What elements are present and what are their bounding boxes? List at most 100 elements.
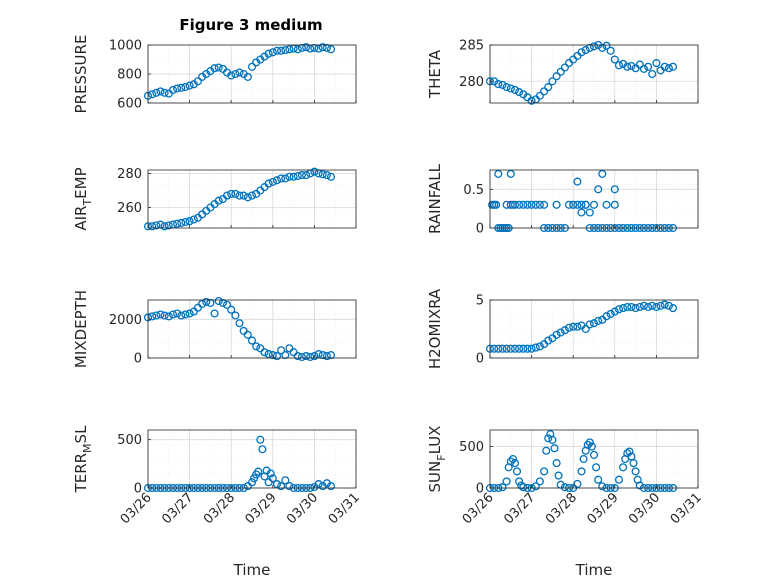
data-point — [569, 200, 578, 209]
axes-box — [147, 429, 357, 489]
subplot-h2omixra: 0 5 H2OMIXRA — [426, 288, 699, 369]
y-tick-label: 0 — [476, 222, 484, 237]
data-point — [156, 310, 165, 319]
data-point — [577, 208, 586, 217]
data-point — [644, 302, 653, 312]
data-point — [498, 80, 507, 89]
data-point — [152, 221, 161, 230]
data-point — [326, 45, 336, 54]
y-tick-label: 280 — [117, 167, 142, 182]
data-point — [506, 169, 515, 178]
data-point — [272, 176, 282, 185]
data-point — [302, 43, 311, 52]
data-point — [510, 459, 520, 468]
y-tick-label: 500 — [459, 440, 484, 455]
data-point — [585, 208, 594, 217]
y-tick-label: 0 — [476, 482, 484, 497]
data-point — [302, 171, 311, 180]
data-point — [281, 351, 290, 360]
data-point — [506, 84, 515, 93]
data-point — [214, 63, 223, 72]
data-point — [247, 191, 257, 200]
y-tick-label: 260 — [117, 201, 142, 216]
data-point — [508, 454, 517, 464]
data-point — [277, 46, 286, 55]
data-point — [258, 445, 267, 454]
y-axis-label: THETA — [426, 49, 444, 99]
data-point — [168, 85, 178, 95]
data-point — [623, 62, 632, 71]
data-point — [293, 171, 302, 181]
data-point — [506, 344, 515, 353]
data-point — [519, 200, 528, 209]
data-point — [177, 83, 186, 92]
data-point — [540, 467, 549, 476]
data-point — [297, 171, 306, 180]
data-point — [156, 87, 165, 96]
data-point — [227, 189, 236, 198]
data-point — [189, 215, 198, 224]
data-point — [548, 77, 557, 86]
data-point — [510, 200, 520, 209]
data-point — [629, 459, 638, 468]
data-point — [494, 344, 503, 353]
data-point — [506, 457, 515, 466]
data-point — [540, 87, 549, 96]
data-point — [164, 221, 173, 230]
data-point — [635, 60, 644, 69]
data-point — [531, 343, 540, 352]
data-point — [614, 61, 624, 70]
data-point — [589, 319, 599, 328]
data-point — [243, 330, 252, 339]
data-point — [594, 475, 603, 484]
data-point — [231, 69, 240, 79]
data-point — [552, 459, 561, 468]
data-point — [322, 43, 331, 52]
data-point — [502, 477, 511, 486]
data-point — [168, 310, 178, 319]
data-point — [619, 304, 628, 313]
data-point — [535, 342, 544, 351]
data-point — [314, 480, 323, 489]
data-point — [515, 200, 524, 209]
data-point — [160, 222, 169, 231]
data-point — [602, 41, 611, 50]
data-point — [560, 483, 569, 492]
data-point — [602, 312, 611, 321]
data-point — [277, 346, 286, 355]
y-tick-label: 2000 — [109, 313, 142, 328]
axes-box — [489, 169, 699, 229]
y-axis-label: PRESSURE — [72, 35, 90, 114]
data-point — [598, 169, 607, 178]
data-point — [198, 299, 207, 308]
y-tick-label: 285 — [459, 39, 484, 54]
data-point — [627, 61, 636, 71]
data-point — [573, 322, 582, 331]
data-point — [512, 467, 522, 476]
data-point — [552, 72, 561, 81]
data-point — [268, 474, 277, 483]
data-point — [564, 200, 574, 209]
subplot-theta: 280 285 THETA — [426, 39, 699, 105]
data-point — [548, 435, 557, 444]
data-point — [310, 167, 319, 176]
data-point — [490, 344, 499, 353]
data-point — [152, 311, 161, 320]
data-point — [148, 222, 157, 231]
data-point — [285, 172, 294, 181]
data-point — [664, 301, 673, 310]
data-point — [185, 217, 194, 226]
y-tick-label: 5 — [476, 294, 484, 309]
data-point — [656, 301, 665, 310]
data-point — [502, 83, 511, 92]
y-axis-label: H2OMIXRA — [426, 288, 444, 369]
axes-box — [489, 299, 699, 359]
data-point — [297, 43, 306, 52]
data-point — [281, 46, 290, 55]
data-point — [185, 81, 194, 90]
data-point — [589, 450, 599, 459]
data-point — [494, 80, 503, 89]
data-point — [272, 352, 282, 361]
data-point — [177, 218, 186, 227]
